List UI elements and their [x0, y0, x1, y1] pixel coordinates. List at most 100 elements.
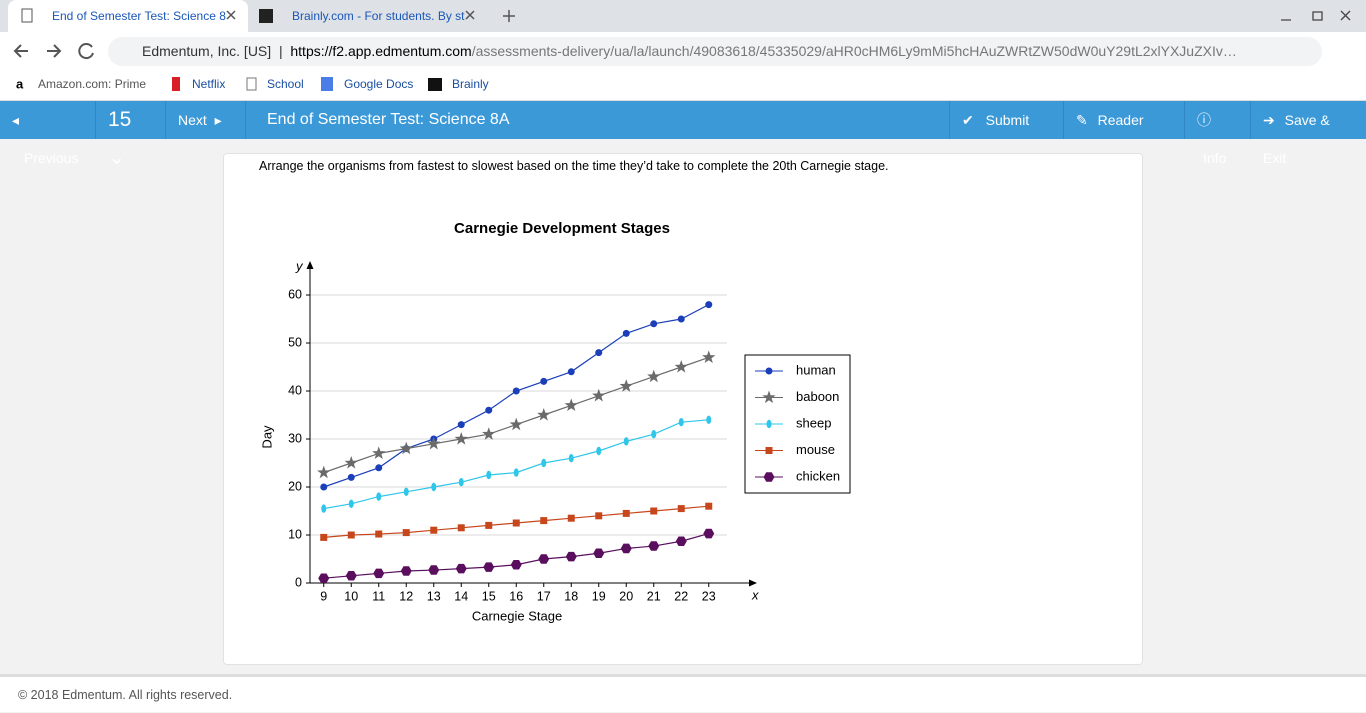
save-exit-label: Save & Exit: [1263, 112, 1330, 166]
marker: [428, 565, 440, 575]
marker: [430, 526, 438, 534]
marker: [485, 521, 493, 529]
omnibox[interactable]: Edmentum, Inc. [US] | https://f2.app.edm…: [108, 37, 1322, 66]
marker: [402, 529, 410, 537]
site-name: Edmentum, Inc. [US]: [142, 43, 272, 59]
marker: [537, 408, 551, 421]
marker: [675, 536, 687, 546]
x-axis-symbol: x: [751, 587, 759, 602]
bookmark[interactable]: School: [267, 77, 304, 91]
marker: [373, 568, 385, 579]
marker: [427, 436, 441, 450]
legend-label: mouse: [796, 442, 835, 457]
y-tick-label: 0: [295, 575, 302, 589]
bookmarks-bar: Amazon.com: Prime Netflix School Google …: [0, 70, 1366, 101]
marker: [619, 379, 633, 392]
question-text: Arrange the organisms from fastest to sl…: [259, 159, 889, 173]
marker: [320, 533, 328, 541]
marker: [766, 419, 772, 429]
x-tick-label: 14: [454, 589, 468, 603]
test-title: End of Semester Test: Science 8A: [267, 111, 510, 128]
axis-arrow: [306, 261, 757, 587]
marker: [345, 571, 357, 581]
x-tick-label: 20: [619, 589, 633, 603]
marker: [317, 465, 331, 479]
question-select[interactable]: 15 ⌄: [96, 101, 166, 169]
previous-label: Previous: [24, 150, 79, 166]
tab-icons: [21, 8, 1351, 23]
x-tick-label: 17: [537, 589, 551, 603]
marker: [457, 524, 465, 532]
x-tick-label: 21: [647, 589, 661, 603]
chart-title: Carnegie Development Stages: [454, 220, 670, 237]
marker: [765, 447, 773, 454]
marker: [457, 421, 465, 429]
marker: [648, 541, 660, 551]
marker: [567, 368, 575, 376]
x-tick-label: 13: [427, 589, 441, 603]
marker: [347, 473, 355, 481]
next-button[interactable]: Next ▸: [166, 101, 246, 139]
marker: [376, 492, 382, 501]
tab[interactable]: Brainly.com - For students. By st: [292, 9, 465, 23]
y-tick-label: 10: [288, 527, 302, 541]
marker: [486, 470, 492, 480]
series-line: [323, 304, 710, 488]
marker: [320, 483, 328, 491]
marker: [455, 563, 467, 574]
next-label: Next: [178, 112, 207, 128]
info-button[interactable]: ⓘ Info: [1185, 101, 1251, 166]
marker: [567, 514, 575, 522]
marker: [318, 573, 330, 583]
bookmark[interactable]: Netflix: [192, 77, 226, 91]
bookmark[interactable]: Google Docs: [344, 77, 414, 91]
marker: [512, 387, 520, 395]
tab[interactable]: End of Semester Test: Science 8: [8, 0, 248, 32]
marker: [592, 388, 606, 402]
marker: [705, 502, 713, 510]
x-tick-label: 18: [564, 589, 578, 603]
info-label: Info: [1203, 150, 1227, 166]
y-tick-label: 30: [288, 431, 302, 445]
x-tick-label: 22: [674, 589, 688, 603]
marker: [705, 301, 713, 309]
marker: [706, 415, 712, 424]
marker: [400, 566, 412, 576]
submit-button[interactable]: ✔ Submit Test: [949, 101, 1064, 166]
bookmark-icons: a: [16, 76, 442, 91]
save-exit-button[interactable]: ➔ Save & Exit: [1263, 112, 1330, 166]
y-tick-label: 20: [288, 479, 302, 493]
marker: [399, 441, 413, 455]
marker: [703, 528, 715, 539]
bookmark[interactable]: Amazon.com: Prime: [38, 77, 147, 91]
reader-tools-button[interactable]: ✎ Reader Tools: [1064, 101, 1185, 166]
marker: [762, 390, 776, 404]
marker: [620, 543, 632, 554]
chart: Carnegie Development Stages 0 10 20 30 40 50 60…: [259, 220, 851, 623]
marker: [372, 446, 386, 460]
question-number: 15: [108, 108, 132, 131]
marker: [564, 398, 578, 412]
marker: [458, 478, 464, 487]
test-toolbar: ◂ Previous 15 ⌄ Next ▸ End of Semester T…: [0, 101, 1366, 169]
marker: [512, 519, 520, 527]
series-line: [323, 419, 709, 510]
previous-button[interactable]: ◂ Previous: [0, 101, 96, 166]
bookmark[interactable]: Brainly: [452, 77, 489, 91]
svg-text:a: a: [16, 76, 24, 91]
marker: [454, 432, 468, 445]
marker: [540, 517, 548, 525]
marker: [677, 315, 685, 323]
marker: [485, 406, 493, 414]
marker: [540, 377, 548, 385]
marker: [541, 458, 547, 468]
marker: [565, 551, 577, 562]
marker: [348, 499, 354, 508]
marker: [593, 548, 605, 558]
legend-label: baboon: [796, 389, 839, 404]
question-card: [223, 153, 1143, 665]
x-tick-label: 15: [482, 589, 496, 603]
marker: [677, 505, 685, 513]
marker: [650, 507, 658, 515]
